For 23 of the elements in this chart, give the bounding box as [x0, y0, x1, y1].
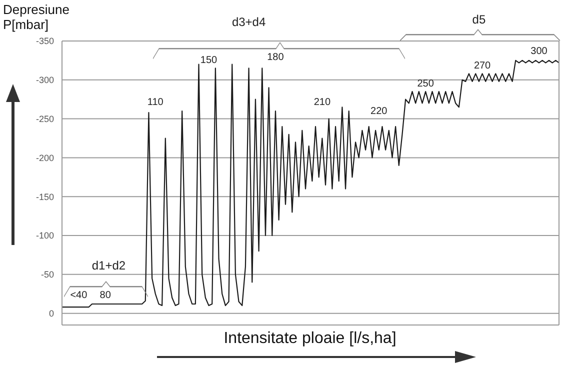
annotation: 180 — [267, 52, 284, 64]
annotation: 220 — [370, 106, 388, 117]
y-tick-label: -150 — [36, 192, 54, 202]
annotation: <40 — [70, 290, 88, 302]
y-tick-label: -200 — [36, 152, 54, 163]
text: d3+d4 — [232, 14, 266, 29]
y-tick-label: 0 — [48, 308, 54, 319]
annotation: 80 — [100, 290, 112, 302]
annotation: 110 — [147, 97, 164, 108]
y-tick-label: -350 — [36, 36, 54, 46]
y-axis-title: Depresiune P[mbar] — [3, 2, 70, 32]
text: d5 — [472, 12, 486, 26]
y-tick-label: -100 — [36, 230, 54, 241]
annotation: 270 — [474, 60, 492, 72]
annotation: 150 — [200, 55, 218, 66]
annotation: d1+d2 — [92, 258, 126, 272]
y-tick-label: -250 — [36, 114, 54, 124]
annotation: 210 — [314, 97, 331, 108]
annotation: 250 — [417, 78, 434, 90]
x-axis-title: Intensitate ploaie [l/s,ha] — [222, 330, 398, 348]
y-tick-label: -300 — [36, 75, 54, 86]
y-tick-label: -50 — [40, 270, 54, 280]
annotation: 300 — [530, 46, 548, 57]
